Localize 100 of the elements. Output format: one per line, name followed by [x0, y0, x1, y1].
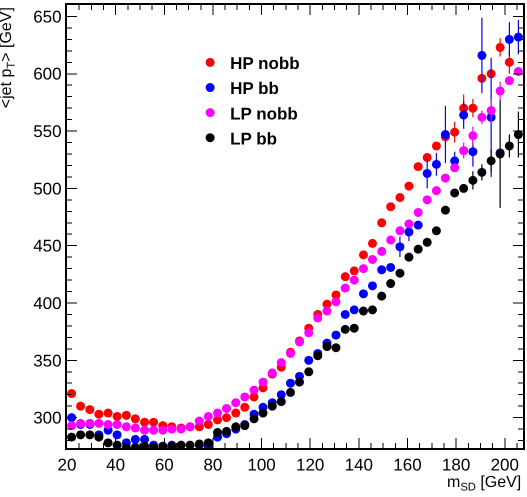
point — [486, 156, 496, 166]
point — [504, 58, 514, 67]
point — [350, 266, 359, 276]
x-tick-label: 180 — [442, 455, 470, 474]
point — [404, 182, 414, 191]
point — [112, 440, 122, 448]
point — [350, 305, 359, 314]
point — [386, 262, 396, 272]
point — [414, 162, 423, 172]
point — [468, 131, 478, 140]
point — [94, 418, 104, 428]
point — [340, 272, 350, 282]
legend-label: HP nobb — [230, 54, 300, 74]
point — [404, 252, 414, 262]
point — [368, 281, 377, 290]
point — [158, 426, 168, 435]
point — [140, 426, 150, 435]
x-tick-label: 100 — [247, 455, 276, 474]
point — [414, 220, 423, 230]
point — [358, 250, 368, 260]
point — [76, 430, 86, 440]
y-tick-label: 600 — [33, 64, 62, 84]
point — [149, 426, 158, 435]
point — [414, 208, 423, 217]
point — [140, 418, 150, 427]
point — [122, 422, 131, 432]
x-tick-label: 160 — [393, 455, 422, 474]
point — [468, 104, 478, 113]
point — [459, 184, 468, 193]
point — [514, 66, 523, 76]
y-tick-label: 450 — [33, 236, 62, 256]
point — [331, 297, 340, 306]
point — [368, 305, 377, 314]
point — [386, 235, 396, 244]
point — [440, 206, 450, 215]
point — [231, 422, 240, 432]
x-tick-label: 200 — [490, 455, 519, 474]
point — [250, 386, 259, 395]
point — [377, 246, 386, 256]
point — [295, 378, 304, 387]
point — [67, 432, 76, 442]
point — [340, 310, 350, 319]
point — [204, 412, 213, 421]
x-tick-label: 80 — [203, 455, 222, 474]
point — [104, 420, 113, 429]
point — [477, 50, 486, 60]
point — [167, 424, 176, 434]
point — [250, 414, 259, 424]
point — [477, 168, 486, 177]
point — [468, 176, 478, 185]
point — [432, 160, 441, 169]
x-tick-label: 60 — [154, 455, 174, 474]
point — [112, 430, 122, 440]
point — [130, 423, 140, 432]
point — [432, 226, 441, 236]
point — [514, 32, 523, 42]
point — [386, 202, 396, 212]
point — [368, 238, 377, 248]
legend-label: LP nobb — [230, 104, 298, 124]
legend-label: LP bb — [230, 129, 278, 148]
point — [286, 378, 295, 388]
point — [186, 440, 195, 448]
point — [130, 414, 140, 424]
point — [304, 328, 314, 338]
point — [504, 34, 514, 44]
point — [268, 402, 277, 411]
point — [377, 292, 386, 301]
point — [350, 276, 359, 285]
point — [404, 219, 414, 228]
y-tick-label: 400 — [33, 294, 62, 313]
point — [276, 358, 286, 368]
point — [304, 367, 314, 376]
point — [377, 218, 386, 228]
point — [386, 279, 396, 288]
point — [222, 413, 232, 422]
x-axis-title: m$_{SD}$ [GeV] — [447, 474, 522, 494]
point — [504, 141, 514, 150]
point — [404, 227, 414, 236]
point — [468, 147, 478, 156]
point — [331, 330, 340, 340]
point — [213, 408, 222, 418]
point — [496, 86, 505, 96]
point — [104, 438, 113, 448]
x-tick-label: 20 — [58, 455, 76, 474]
y-tick-label: 650 — [33, 7, 62, 26]
x-tick-label: 120 — [296, 455, 324, 474]
legend-label: HP bb — [230, 79, 279, 98]
point — [395, 268, 404, 278]
point — [377, 265, 386, 274]
point — [194, 416, 204, 426]
point — [222, 404, 232, 413]
x-tick-label: 40 — [106, 455, 126, 474]
point — [176, 440, 186, 448]
y-tick-label: 350 — [33, 351, 62, 370]
point — [258, 378, 268, 387]
point — [240, 392, 250, 402]
point — [85, 430, 94, 440]
point — [94, 432, 104, 442]
point — [204, 420, 213, 429]
point — [130, 434, 140, 444]
